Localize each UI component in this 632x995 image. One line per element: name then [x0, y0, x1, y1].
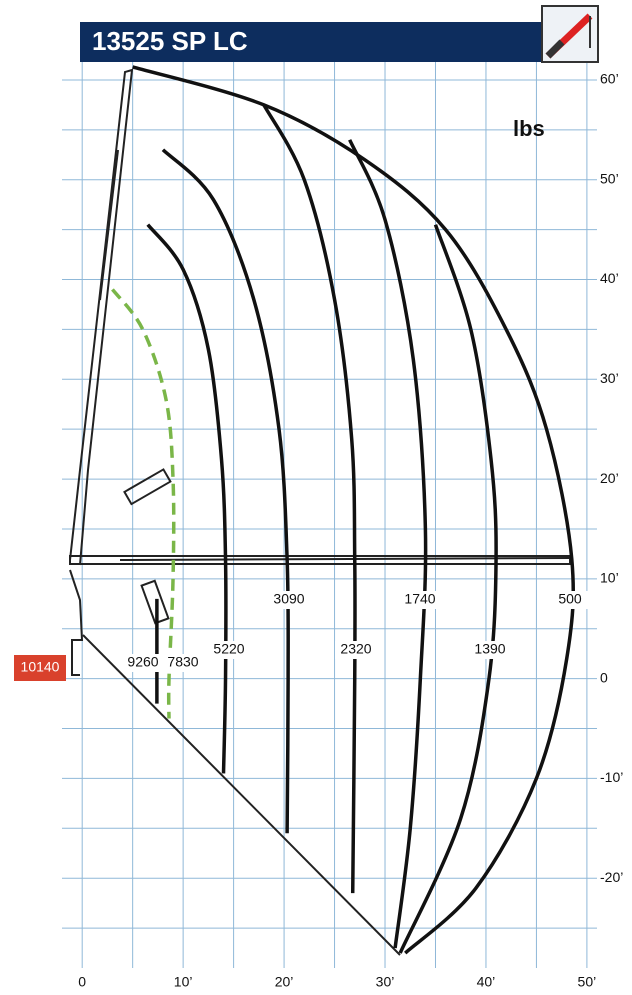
base-label: 10140 — [21, 659, 60, 675]
crane-icon — [541, 5, 599, 63]
x-tick-label: 0 — [78, 974, 86, 990]
unit-label: lbs — [513, 116, 545, 141]
base-label-box — [14, 655, 66, 681]
capacity-curve — [146, 223, 228, 774]
capacity-curve — [398, 224, 498, 954]
y-tick-label: -20’ — [600, 869, 623, 885]
y-tick-label: 10’ — [600, 570, 619, 586]
capacity-curve — [161, 148, 290, 834]
curve-label-bg — [208, 641, 250, 659]
capacity-curve — [262, 104, 357, 894]
capacity-curve — [111, 288, 176, 719]
capacity-curve — [132, 65, 576, 955]
x-tick-label: 20’ — [275, 974, 294, 990]
x-tick-label: 50’ — [578, 974, 597, 990]
y-tick-label: 20’ — [600, 470, 619, 486]
curve-label: 2320 — [340, 641, 371, 657]
curve-label: 7830 — [167, 654, 198, 670]
y-tick-label: 40’ — [600, 270, 619, 286]
y-tick-label: -10’ — [600, 769, 623, 785]
grid — [62, 60, 597, 968]
y-tick-label: 30’ — [600, 370, 619, 386]
curve-label-bg — [162, 654, 204, 672]
curve-label-bg — [335, 641, 377, 659]
curve-label-bg — [399, 591, 441, 609]
curve-label-bg — [549, 591, 591, 609]
chart-title: 13525 SP LC — [92, 26, 248, 56]
curve-label-bg — [469, 641, 511, 659]
y-tick-label: 50’ — [600, 170, 619, 186]
curve-label-bg — [122, 654, 164, 672]
x-tick-label: 30’ — [376, 974, 395, 990]
curves — [111, 65, 576, 955]
y-tick-label: 0 — [600, 669, 608, 685]
curve-label: 1740 — [404, 591, 435, 607]
title-bar — [80, 22, 542, 62]
curve-label: 3090 — [273, 591, 304, 607]
capacity-curve — [348, 139, 428, 949]
curve-label: 9260 — [127, 654, 158, 670]
x-tick-label: 40’ — [477, 974, 496, 990]
curve-label: 5220 — [213, 641, 244, 657]
x-tick-label: 10’ — [174, 974, 193, 990]
y-tick-label: 60’ — [600, 71, 619, 87]
curve-label: 1390 — [474, 641, 505, 657]
curve-label-bg — [268, 591, 310, 609]
curve-label: 500 — [558, 591, 582, 607]
